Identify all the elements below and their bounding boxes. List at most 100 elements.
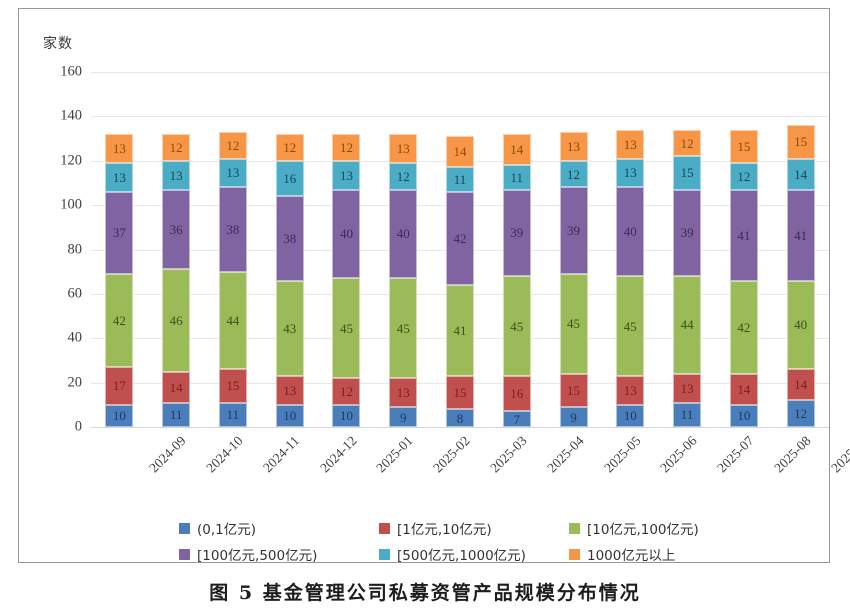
legend-item[interactable]: [1亿元,10亿元) xyxy=(379,518,569,538)
bar-segment[interactable]: 9 xyxy=(389,407,418,427)
bar-group[interactable]: 12 15 39 44 13 11 xyxy=(673,129,702,427)
bar-segment[interactable]: 38 xyxy=(218,187,247,272)
bar-segment[interactable]: 13 xyxy=(616,158,645,188)
bar-segment[interactable]: 42 xyxy=(446,191,474,285)
bar-segment[interactable]: 17 xyxy=(105,367,134,405)
bar-segment[interactable]: 38 xyxy=(275,196,304,281)
bar-segment[interactable]: 12 xyxy=(332,134,361,161)
bar-segment[interactable]: 45 xyxy=(332,278,361,379)
bar-segment[interactable]: 15 xyxy=(729,129,758,163)
bar-segment[interactable]: 43 xyxy=(275,280,304,376)
bar-segment[interactable]: 12 xyxy=(389,162,418,190)
bar-segment[interactable]: 12 xyxy=(673,129,702,157)
bar-segment[interactable]: 13 xyxy=(616,129,645,159)
bar-group[interactable]: 14 11 42 41 15 8 xyxy=(446,136,474,427)
bar-segment[interactable]: 44 xyxy=(218,271,247,370)
bar-segment[interactable]: 45 xyxy=(389,278,418,379)
bar-segment[interactable]: 13 xyxy=(162,160,191,190)
bar-segment[interactable]: 13 xyxy=(218,158,247,188)
legend-item[interactable]: [10亿元,100亿元) xyxy=(569,518,729,538)
bar-segment[interactable]: 7 xyxy=(502,411,531,427)
bar-segment[interactable]: 12 xyxy=(162,134,191,161)
bar-segment[interactable]: 41 xyxy=(786,189,815,281)
bar-segment[interactable]: 11 xyxy=(502,165,531,190)
bar-segment[interactable]: 13 xyxy=(559,131,588,161)
bar-segment[interactable]: 14 xyxy=(786,369,815,401)
bar-segment[interactable]: 16 xyxy=(275,160,304,197)
bar-group[interactable]: 15 12 41 42 14 10 xyxy=(729,129,758,427)
bar-segment[interactable]: 13 xyxy=(332,160,361,190)
bar-segment[interactable]: 36 xyxy=(162,189,191,270)
bar-segment[interactable]: 11 xyxy=(446,167,474,192)
bar-segment[interactable]: 12 xyxy=(332,378,361,405)
bar-segment[interactable]: 39 xyxy=(502,189,531,277)
bar-segment[interactable]: 13 xyxy=(389,378,418,408)
legend-item[interactable]: (0,1亿元) xyxy=(179,518,379,538)
bar-segment[interactable]: 12 xyxy=(275,134,304,161)
bar-group[interactable]: 13 13 37 42 17 10 xyxy=(105,134,134,427)
bar-segment[interactable]: 11 xyxy=(218,402,247,427)
bar-segment[interactable]: 40 xyxy=(616,187,645,277)
bar-segment[interactable]: 40 xyxy=(332,189,361,279)
bar-segment[interactable]: 15 xyxy=(218,369,247,403)
bar-segment[interactable]: 39 xyxy=(673,189,702,277)
bar-group[interactable]: 12 13 40 45 12 10 xyxy=(332,134,361,427)
bar-segment[interactable]: 13 xyxy=(275,375,304,405)
bar-group[interactable]: 13 12 40 45 13 9 xyxy=(389,134,418,427)
bar-segment[interactable]: 15 xyxy=(673,156,702,190)
bar-segment[interactable]: 41 xyxy=(729,189,758,281)
bar-segment[interactable]: 40 xyxy=(389,189,418,279)
bar-segment[interactable]: 15 xyxy=(446,375,474,410)
bar-segment[interactable]: 39 xyxy=(559,187,588,274)
bar-segment[interactable]: 9 xyxy=(559,407,588,427)
bar-segment[interactable]: 41 xyxy=(446,285,474,376)
bar-segment[interactable]: 14 xyxy=(786,158,815,190)
bar-segment[interactable]: 13 xyxy=(105,134,134,163)
bar-group[interactable]: 12 16 38 43 13 10 xyxy=(275,134,304,427)
bar-segment[interactable]: 10 xyxy=(616,404,645,427)
bar-segment[interactable]: 12 xyxy=(559,160,588,188)
legend-item[interactable]: 1000亿元以上 xyxy=(569,544,729,564)
legend-item[interactable]: [500亿元,1000亿元) xyxy=(379,544,569,564)
bar-segment[interactable]: 15 xyxy=(559,373,588,408)
bar-segment[interactable]: 13 xyxy=(673,373,702,403)
bar-segment[interactable]: 13 xyxy=(616,375,645,405)
bar-value-label: 13 xyxy=(112,169,126,185)
bar-segment[interactable]: 8 xyxy=(446,409,474,427)
bar-value-label: 14 xyxy=(794,166,808,182)
bar-segment[interactable]: 10 xyxy=(105,404,134,427)
bar-segment[interactable]: 42 xyxy=(729,280,758,374)
bar-segment[interactable]: 16 xyxy=(502,375,531,412)
bar-segment[interactable]: 14 xyxy=(446,136,474,168)
bar-group[interactable]: 14 11 39 45 16 7 xyxy=(502,134,531,427)
bar-segment[interactable]: 46 xyxy=(162,269,191,372)
bar-value-label: 39 xyxy=(510,225,524,241)
bar-segment[interactable]: 12 xyxy=(786,400,815,427)
bar-segment[interactable]: 11 xyxy=(673,402,702,427)
bar-segment[interactable]: 13 xyxy=(389,134,418,163)
bar-segment[interactable]: 14 xyxy=(162,371,191,403)
bar-segment[interactable]: 12 xyxy=(218,131,247,159)
bar-segment[interactable]: 10 xyxy=(332,404,361,427)
bar-segment[interactable]: 40 xyxy=(786,280,815,370)
bar-segment[interactable]: 45 xyxy=(502,276,531,376)
bar-group[interactable]: 12 13 36 46 14 11 xyxy=(162,134,191,427)
bar-segment[interactable]: 12 xyxy=(729,162,758,190)
bar-segment[interactable]: 37 xyxy=(105,191,134,274)
bar-segment[interactable]: 44 xyxy=(673,276,702,374)
bar-group[interactable]: 13 13 40 45 13 10 xyxy=(616,129,645,427)
bar-segment[interactable]: 42 xyxy=(105,273,134,368)
bar-segment[interactable]: 10 xyxy=(275,404,304,427)
bar-group[interactable]: 12 13 38 44 15 11 xyxy=(218,131,247,427)
bar-segment[interactable]: 45 xyxy=(559,273,588,374)
bar-segment[interactable]: 11 xyxy=(162,402,191,427)
bar-segment[interactable]: 45 xyxy=(616,276,645,376)
bar-group[interactable]: 15 14 41 40 14 12 xyxy=(786,125,815,427)
bar-segment[interactable]: 14 xyxy=(502,134,531,166)
bar-segment[interactable]: 10 xyxy=(729,404,758,427)
legend-item[interactable]: [100亿元,500亿元) xyxy=(179,544,379,564)
bar-segment[interactable]: 15 xyxy=(786,125,815,159)
bar-segment[interactable]: 13 xyxy=(105,162,134,192)
bar-segment[interactable]: 14 xyxy=(729,373,758,405)
bar-group[interactable]: 13 12 39 45 15 9 xyxy=(559,131,588,427)
